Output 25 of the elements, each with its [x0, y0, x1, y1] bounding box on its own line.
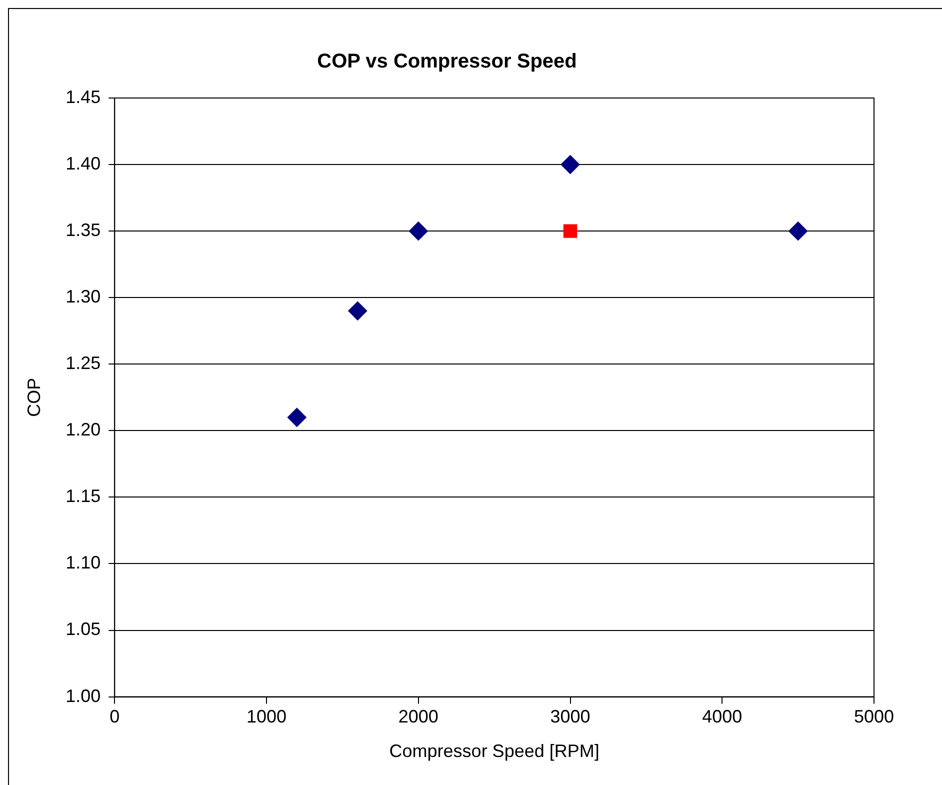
point — [560, 155, 580, 174]
chart-title: COP vs Compressor Speed — [317, 50, 577, 73]
y-tick-label: 1.25 — [66, 353, 101, 374]
x-tick-label: 2000 — [398, 706, 438, 727]
x-tick-label: 3000 — [550, 706, 590, 727]
x-tick-label: 1000 — [246, 706, 287, 727]
point — [408, 222, 428, 241]
y-tick-label: 1.15 — [66, 486, 101, 506]
y-tick-label: 1.35 — [66, 220, 101, 240]
x-tick-label: 4000 — [702, 706, 742, 727]
y-tick-label: 1.20 — [66, 420, 101, 440]
point — [563, 224, 578, 238]
x-tick-label: 0 — [110, 706, 120, 727]
y-tick-label: 1.30 — [66, 286, 101, 307]
y-tick-label: 1.05 — [66, 619, 101, 640]
y-tick-label: 1.40 — [66, 154, 101, 174]
y-axis-title: COP — [24, 378, 44, 417]
point — [348, 301, 368, 320]
x-tick-label: 5000 — [854, 706, 894, 727]
point — [788, 222, 808, 241]
point — [287, 408, 306, 427]
y-tick-label: 1.10 — [66, 552, 101, 573]
y-tick-label: 1.00 — [66, 686, 101, 706]
x-axis-title: Compressor Speed [RPM] — [389, 741, 600, 762]
y-tick-label: 1.45 — [66, 86, 101, 107]
